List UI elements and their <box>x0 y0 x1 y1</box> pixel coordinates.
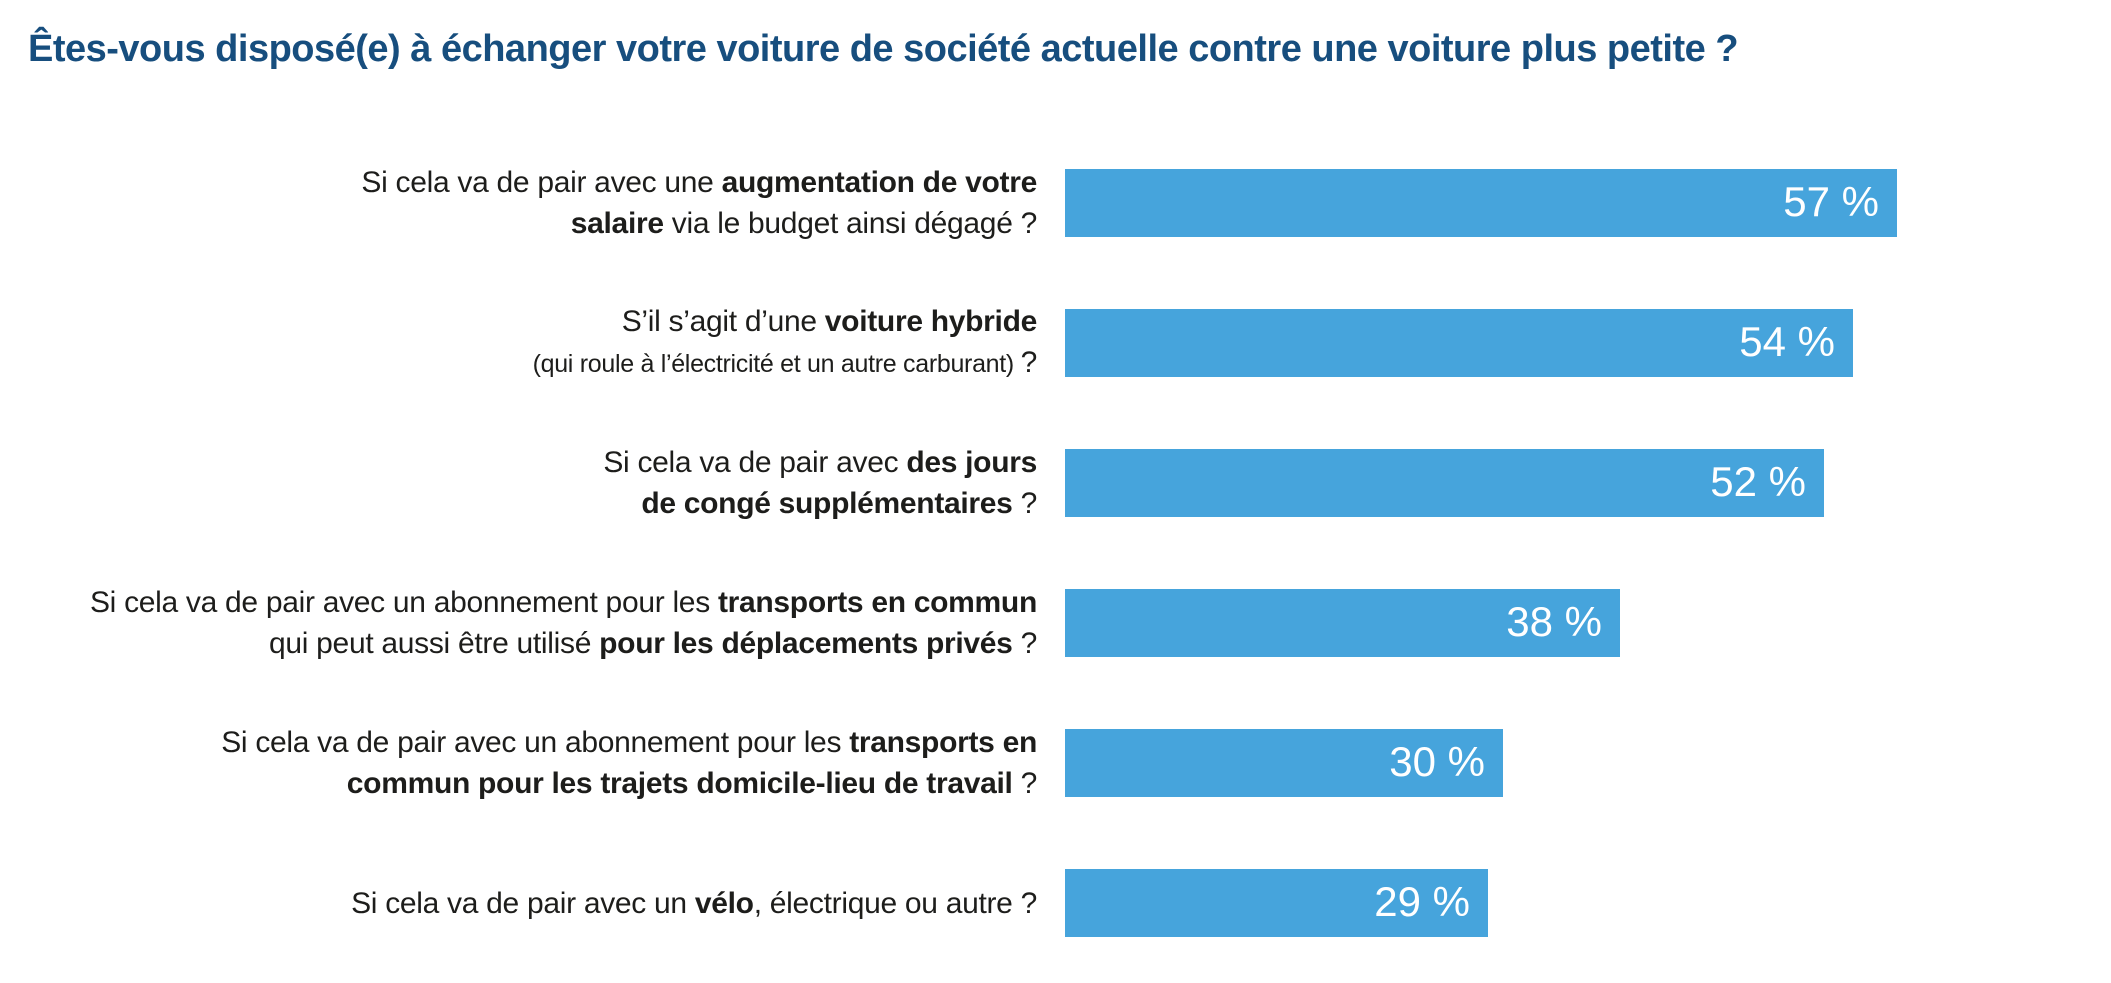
bar-track: 52 % <box>1065 449 1915 517</box>
bar-track: 38 % <box>1065 589 1915 657</box>
label-segment: Si cela va de pair avec <box>603 446 907 479</box>
category-label: S’il s’agit d’une voiture hybride (qui ro… <box>28 301 1065 385</box>
label-line: Si cela va de pair avec une augmentation… <box>28 162 1037 203</box>
label-segment: commun pour les trajets domicile-lieu de… <box>346 767 1013 800</box>
chart-row: Si cela va de pair avec un abonnement po… <box>28 693 2111 833</box>
label-segment: transports en <box>849 726 1037 759</box>
label-segment: augmentation de votre <box>721 166 1038 199</box>
chart-title: Êtes-vous disposé(e) à échanger votre vo… <box>28 28 1739 70</box>
value-label: 38 % <box>1506 598 1602 645</box>
label-segment: , électrique ou autre ? <box>753 886 1038 920</box>
category-label: Si cela va de pair avec un vélo, électri… <box>28 883 1065 924</box>
category-label: Si cela va de pair avec une augmentation… <box>28 162 1065 244</box>
label-segment: ? <box>1012 487 1038 520</box>
label-segment: ? <box>1020 346 1038 379</box>
chart-row: Si cela va de pair avec une augmentation… <box>28 133 2111 273</box>
label-segment: (qui roule à l’électricité et un autre c… <box>532 350 1021 378</box>
bar: 54 % <box>1065 309 1853 377</box>
bar-track: 54 % <box>1065 309 1915 377</box>
bar: 30 % <box>1065 729 1503 797</box>
label-segment: vélo <box>694 886 754 920</box>
label-segment: ? <box>1012 627 1038 660</box>
value-label: 30 % <box>1389 738 1485 785</box>
label-line: Si cela va de pair avec un abonnement po… <box>28 582 1037 623</box>
bar: 38 % <box>1065 589 1620 657</box>
value-label: 57 % <box>1783 178 1879 225</box>
bar-track: 57 % <box>1065 169 1915 237</box>
label-segment: pour les déplacements privés <box>599 627 1013 660</box>
label-line: salaire via le budget ainsi dégagé ? <box>28 203 1038 244</box>
label-line: commun pour les trajets domicile-lieu de… <box>28 763 1038 804</box>
label-line: (qui roule à l’électricité et un autre c… <box>28 342 1038 385</box>
chart-row: Si cela va de pair avec des jours de cong… <box>28 413 2111 553</box>
category-label: Si cela va de pair avec un abonnement po… <box>28 582 1065 664</box>
label-line: de congé supplémentaires ? <box>28 483 1037 524</box>
bar: 52 % <box>1065 449 1824 517</box>
label-segment: Si cela va de pair avec un abonnement po… <box>221 726 850 759</box>
label-segment: transports en commun <box>717 586 1037 619</box>
bar: 57 % <box>1065 169 1897 237</box>
value-label: 29 % <box>1374 878 1470 925</box>
bar-track: 30 % <box>1065 729 1915 797</box>
label-segment: qui peut aussi être utilisé <box>269 627 600 660</box>
horizontal-bar-chart: Si cela va de pair avec une augmentation… <box>28 133 2111 973</box>
label-segment: Si cela va de pair avec une <box>361 166 722 199</box>
category-label: Si cela va de pair avec des jours de cong… <box>28 442 1065 524</box>
label-segment: de congé supplémentaires <box>641 487 1013 520</box>
label-line: Si cela va de pair avec des jours <box>28 442 1037 483</box>
chart-row: Si cela va de pair avec un vélo, électri… <box>28 833 2111 973</box>
label-line: Si cela va de pair avec un vélo, électri… <box>28 883 1037 924</box>
value-label: 54 % <box>1739 318 1835 365</box>
label-segment: Si cela va de pair avec un abonnement po… <box>89 586 718 619</box>
label-segment: via le budget ainsi dégagé ? <box>663 207 1038 240</box>
chart-row: S’il s’agit d’une voiture hybride (qui ro… <box>28 273 2111 413</box>
label-segment: S’il s’agit d’une <box>621 305 825 338</box>
label-segment: salaire <box>570 207 664 240</box>
label-line: S’il s’agit d’une voiture hybride <box>28 301 1038 342</box>
label-segment: des jours <box>906 446 1037 479</box>
label-segment: ? <box>1012 767 1038 800</box>
label-segment: voiture hybride <box>824 305 1038 338</box>
category-label: Si cela va de pair avec un abonnement po… <box>28 722 1065 804</box>
value-label: 52 % <box>1710 458 1806 505</box>
bar-track: 29 % <box>1065 869 1915 937</box>
chart-row: Si cela va de pair avec un abonnement po… <box>28 553 2111 693</box>
bar: 29 % <box>1065 869 1488 937</box>
label-line: qui peut aussi être utilisé pour les dép… <box>28 623 1037 664</box>
label-line: Si cela va de pair avec un abonnement po… <box>28 722 1037 763</box>
label-segment: Si cela va de pair avec un <box>351 886 695 920</box>
